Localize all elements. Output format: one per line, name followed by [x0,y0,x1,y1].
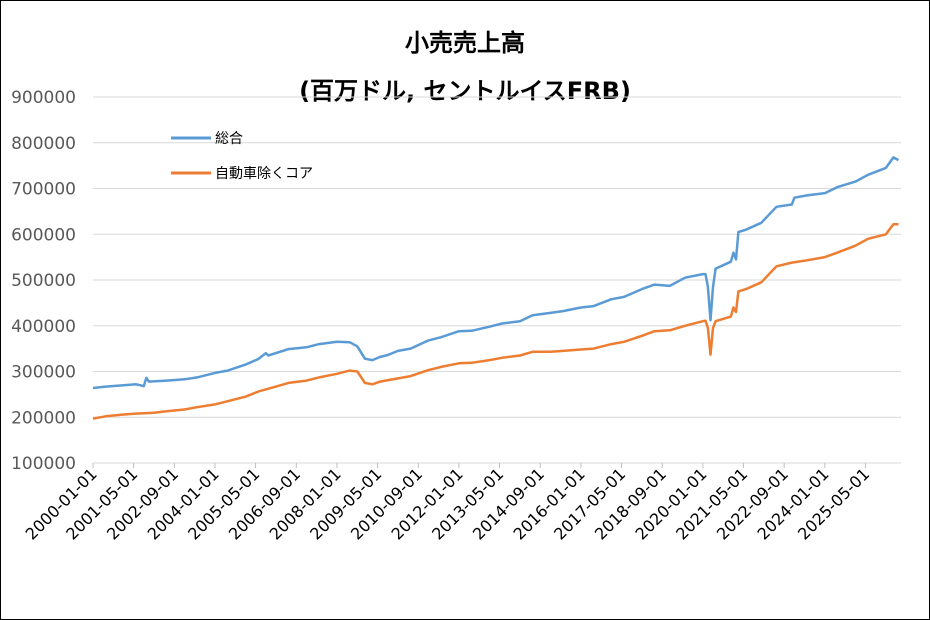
y-tick-label: 600000 [11,225,76,245]
x-axis: 2000-01-012001-05-012002-09-012004-01-01… [22,462,901,544]
chart-title: 小売売上高 [405,29,525,57]
y-axis-ticks: 900000 800000 700000 600000 500000 400000 3000… [11,88,76,474]
legend-label-1: 自動車除くコア [215,165,313,182]
y-tick-label: 300000 [11,363,76,383]
chart-subtitle: (百万ドル, セントルイスFRB) [299,77,631,105]
y-tick-label: 700000 [11,180,76,200]
y-tick-label: 200000 [11,408,76,428]
y-tick-label: 800000 [11,134,76,154]
series-line-1 [92,222,899,420]
series-line-0 [92,156,900,390]
y-tick-label: 500000 [11,271,76,291]
gridlines [93,96,901,464]
y-tick-label: 900000 [11,88,76,108]
series-lines [92,156,900,420]
y-tick-label: 400000 [11,317,76,337]
y-tick-label: 100000 [11,454,76,474]
legend-label-0: 総合 [215,131,243,147]
